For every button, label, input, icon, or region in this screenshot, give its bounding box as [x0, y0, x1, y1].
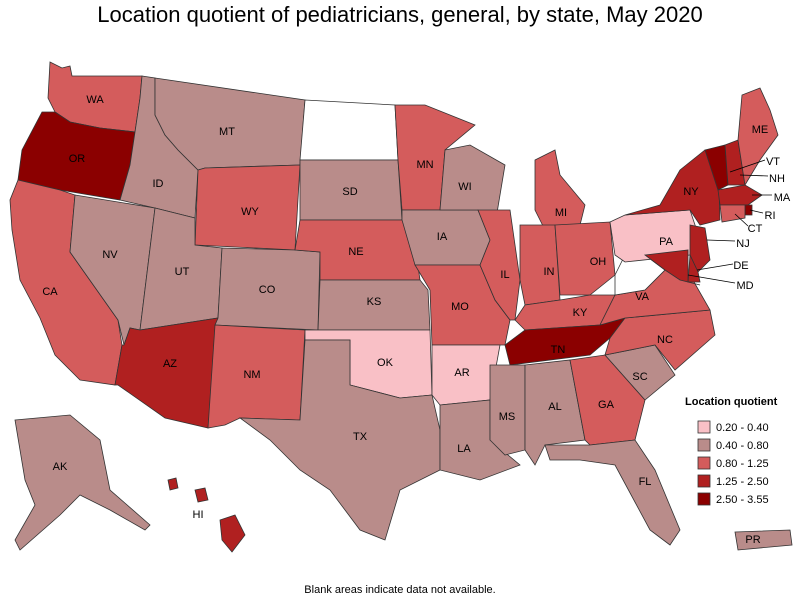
state-label-ma: MA: [774, 192, 791, 204]
state-label-in: IN: [544, 266, 555, 278]
leader-line-vt: [729, 159, 766, 173]
state-ak[interactable]: [14, 414, 151, 551]
state-label-hi: HI: [193, 509, 204, 521]
state-in[interactable]: [519, 224, 561, 306]
leader-line-de: [696, 263, 734, 271]
state-label-tn: TN: [551, 344, 566, 356]
legend-title: Location quotient: [685, 396, 778, 408]
state-label-ga: GA: [598, 399, 615, 411]
state-oh[interactable]: [554, 221, 616, 296]
state-label-ct: CT: [748, 223, 763, 235]
state-label-id: ID: [153, 178, 164, 190]
state-label-ca: CA: [42, 286, 58, 298]
state-label-ms: MS: [499, 411, 516, 423]
state-fl[interactable]: [544, 439, 681, 546]
footnote: Blank areas indicate data not available.: [304, 584, 496, 596]
leader-lines: [687, 159, 772, 284]
state-label-vt: VT: [766, 156, 780, 168]
state-label-pr: PR: [745, 534, 760, 546]
state-label-wi: WI: [458, 181, 471, 193]
leader-line-md: [687, 274, 736, 284]
state-label-md: MD: [736, 280, 753, 292]
state-label-nv: NV: [102, 249, 118, 261]
state-label-ri: RI: [765, 210, 776, 222]
state-az[interactable]: [114, 317, 219, 429]
state-wy[interactable]: [194, 164, 301, 251]
state-label-mo: MO: [451, 301, 469, 313]
leader-line-nj: [706, 239, 736, 242]
state-ms[interactable]: [489, 364, 526, 456]
legend-label: 0.20 - 0.40: [716, 422, 769, 434]
state-label-me: ME: [752, 124, 769, 136]
legend-swatch: [697, 492, 711, 506]
leader-line-nh: [739, 174, 769, 177]
state-label-pa: PA: [659, 236, 674, 248]
state-tx[interactable]: [238, 339, 441, 541]
state-label-az: AZ: [163, 358, 177, 370]
state-label-mt: MT: [219, 126, 235, 138]
state-label-or: OR: [69, 153, 86, 165]
state-label-al: AL: [548, 401, 561, 413]
state-ks[interactable]: [317, 279, 431, 331]
state-label-la: LA: [457, 443, 471, 455]
legend-label: 0.40 - 0.80: [716, 440, 769, 452]
legend-label: 1.25 - 2.50: [716, 476, 769, 488]
map-title: Location quotient of pediatricians, gene…: [97, 2, 703, 27]
state-label-tx: TX: [353, 431, 368, 443]
state-ma[interactable]: [717, 184, 763, 206]
state-label-fl: FL: [639, 476, 652, 488]
state-pr[interactable]: [734, 529, 793, 551]
state-label-sd: SD: [342, 186, 357, 198]
state-label-mn: MN: [416, 159, 433, 171]
states-layer: [9, 61, 793, 553]
state-label-ky: KY: [573, 307, 588, 319]
legend-swatch: [697, 438, 711, 452]
state-label-de: DE: [733, 260, 748, 272]
state-nj[interactable]: [689, 224, 711, 273]
state-label-oh: OH: [590, 256, 607, 268]
state-label-wy: WY: [241, 206, 259, 218]
state-label-nj: NJ: [736, 238, 749, 250]
legend-label: 2.50 - 3.55: [716, 494, 769, 506]
state-label-va: VA: [635, 291, 650, 303]
state-label-ut: UT: [175, 266, 190, 278]
state-label-ok: OK: [377, 357, 394, 369]
legend-label: 0.80 - 1.25: [716, 458, 769, 470]
legend-swatch: [697, 474, 711, 488]
state-label-il: IL: [500, 269, 509, 281]
state-label-ne: NE: [348, 246, 363, 258]
leader-line-ri: [749, 209, 764, 214]
state-hi[interactable]: [167, 477, 246, 553]
state-label-nh: NH: [769, 173, 785, 185]
state-label-nm: NM: [243, 369, 260, 381]
state-il[interactable]: [477, 209, 521, 321]
state-label-ak: AK: [53, 461, 68, 473]
state-me[interactable]: [737, 87, 779, 187]
legend-swatch: [697, 456, 711, 470]
state-label-nc: NC: [657, 334, 673, 346]
labels-layer: WA OR CA NV ID MT WY UT AZ CO NM SD NE KS OK TX MN IA MO AR…: [42, 94, 791, 546]
state-label-ia: IA: [437, 231, 448, 243]
legend-swatch: [697, 420, 711, 434]
state-label-co: CO: [259, 284, 276, 296]
legend: Location quotient 0.20 - 0.40 0.40 - 0.80…: [685, 396, 778, 506]
leader-line-ct: [734, 213, 749, 227]
state-nd[interactable]: [299, 99, 399, 161]
state-label-ar: AR: [454, 367, 469, 379]
state-label-mi: MI: [555, 207, 567, 219]
state-md[interactable]: [643, 249, 701, 286]
state-label-ny: NY: [683, 186, 699, 198]
state-mi[interactable]: [534, 149, 586, 231]
state-label-ks: KS: [367, 296, 382, 308]
state-label-sc: SC: [632, 371, 647, 383]
state-label-wa: WA: [86, 94, 104, 106]
